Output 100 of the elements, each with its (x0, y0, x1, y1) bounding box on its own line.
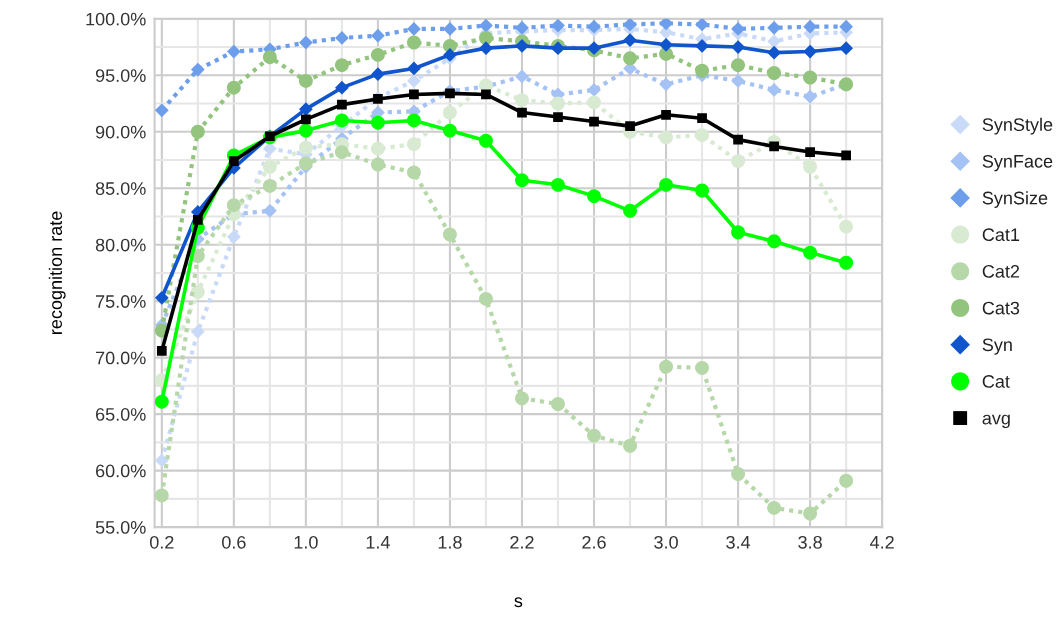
point (334, 58, 349, 73)
point (659, 130, 673, 145)
point (370, 47, 385, 62)
y-tick-label: 100.0% (86, 12, 146, 26)
point (623, 51, 637, 66)
point (406, 35, 421, 50)
y-tick-label: 55.0% (95, 521, 146, 534)
point (551, 96, 565, 111)
point (407, 22, 421, 36)
point (803, 89, 817, 104)
y-tick-label: 80.0% (95, 238, 146, 252)
point (406, 137, 421, 152)
point (697, 113, 707, 124)
point (589, 116, 599, 127)
y-tick-label: 90.0% (95, 125, 146, 139)
point (301, 114, 311, 125)
x-tick-label: 3.8 (798, 535, 822, 549)
legend-label: Cat1 (982, 228, 1020, 242)
x-tick-label: 1.0 (294, 535, 318, 549)
point (731, 22, 745, 36)
point (407, 74, 421, 88)
point (623, 438, 637, 453)
point (371, 67, 385, 81)
point (337, 99, 347, 110)
legend-label: SynStyle (982, 117, 1053, 135)
point (659, 359, 673, 374)
point (731, 74, 745, 88)
point (515, 69, 529, 84)
legend-label: Cat2 (982, 265, 1020, 278)
point (407, 61, 421, 76)
point (623, 18, 637, 32)
point (409, 89, 419, 100)
point (154, 394, 169, 409)
point (803, 19, 817, 34)
point (154, 290, 169, 305)
point (262, 203, 277, 218)
legend-label: SynSize (982, 191, 1048, 208)
point (767, 20, 781, 35)
legend-label: avg (982, 414, 1010, 429)
point (839, 19, 854, 34)
point (803, 506, 818, 521)
point (190, 62, 205, 77)
point (767, 83, 781, 97)
point (551, 177, 565, 192)
legend-label: SynFace (982, 154, 1053, 172)
point (190, 124, 205, 139)
point (515, 93, 529, 108)
point (515, 391, 529, 406)
y-tick-label: 85.0% (95, 182, 146, 195)
point (443, 123, 457, 138)
point (445, 88, 455, 99)
point (803, 70, 818, 85)
point (479, 133, 493, 148)
point (226, 80, 241, 95)
point (156, 346, 167, 356)
x-axis-title: s (514, 597, 523, 608)
point (695, 18, 709, 32)
point (731, 467, 746, 481)
point (695, 128, 710, 143)
x-tick-label: 1.8 (438, 535, 462, 549)
point (661, 109, 671, 120)
point (659, 37, 673, 52)
x-tick-label: 0.6 (222, 535, 246, 549)
point (262, 179, 277, 193)
point (839, 473, 854, 488)
y-tick-label: 70.0% (96, 351, 146, 365)
point (479, 31, 493, 45)
point (769, 141, 779, 152)
point (695, 63, 710, 78)
point (481, 89, 491, 100)
y-tick-label: 60.0% (96, 464, 146, 478)
point (731, 58, 746, 73)
legend-label: Cat (982, 375, 1010, 388)
point (192, 214, 203, 225)
point (299, 35, 313, 50)
point (767, 234, 782, 249)
point (443, 105, 457, 120)
point (406, 113, 421, 128)
point (659, 177, 673, 192)
x-tick-label: 1.4 (366, 536, 390, 549)
point (659, 18, 673, 31)
point (370, 115, 385, 130)
point (190, 285, 205, 300)
point (767, 66, 782, 80)
point (841, 150, 851, 161)
point (190, 324, 205, 339)
point (334, 113, 349, 128)
point (515, 20, 529, 35)
point (587, 189, 601, 204)
x-tick-label: 4.2 (870, 535, 894, 549)
point (767, 45, 781, 60)
point (623, 203, 637, 218)
point (443, 227, 457, 242)
point (479, 291, 493, 306)
y-tick-label: 75.0% (96, 295, 146, 308)
point (839, 219, 854, 234)
point (805, 147, 815, 157)
point (479, 18, 493, 33)
point (551, 397, 565, 411)
point (733, 134, 743, 145)
